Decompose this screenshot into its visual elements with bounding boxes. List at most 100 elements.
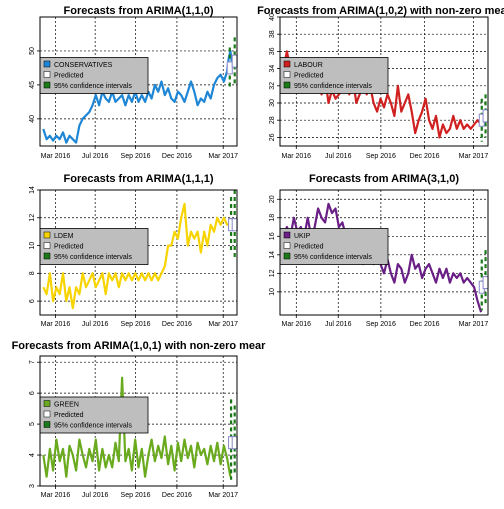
- legend-label: LDEM: [54, 233, 74, 240]
- x-tick-label: Dec 2016: [162, 492, 192, 499]
- legend-swatch: [283, 60, 291, 68]
- predicted-point: [226, 61, 233, 75]
- legend-swatch: [283, 71, 291, 78]
- x-tick-label: Sep 2016: [121, 492, 151, 499]
- legend-label: 95% confidence intervals: [294, 254, 372, 261]
- y-tick-label: 14: [29, 186, 36, 194]
- y-tick-label: 16: [269, 232, 276, 240]
- y-tick-label: 3: [29, 484, 36, 488]
- x-tick-label: Jul 2016: [82, 492, 109, 499]
- legend-swatch: [43, 71, 51, 78]
- legend-swatch: [43, 242, 51, 249]
- legend-label: Predicted: [54, 73, 84, 80]
- x-tick-label: Jul 2016: [325, 153, 352, 160]
- plot-frame: [39, 355, 238, 487]
- legend-box: [279, 228, 389, 265]
- x-tick-label: Mar 2017: [208, 153, 238, 160]
- y-tick-label: 10: [269, 288, 276, 296]
- x-tick-label: Dec 2016: [162, 153, 192, 160]
- x-tick-label: Dec 2016: [410, 321, 440, 328]
- legend-swatch: [283, 252, 291, 260]
- y-tick-label: 12: [29, 214, 36, 222]
- y-tick-label: 34: [269, 65, 276, 73]
- y-tick-label: 18: [269, 214, 276, 222]
- x-tick-label: Sep 2016: [121, 153, 151, 160]
- series-line-ldem: [42, 202, 231, 310]
- x-tick-label: Sep 2016: [121, 321, 151, 328]
- y-tick-label: 20: [269, 195, 276, 203]
- x-tick-label: Mar 2016: [282, 153, 312, 160]
- series-line-green: [42, 376, 232, 478]
- x-tick-label: Mar 2016: [282, 321, 312, 328]
- legend-label: 95% confidence intervals: [54, 83, 132, 90]
- chart-title: Forecasts from ARIMA(1,0,2) with non-zer…: [257, 5, 504, 17]
- y-tick-label: 40: [269, 13, 276, 21]
- x-tick-label: Mar 2017: [459, 153, 489, 160]
- y-tick-label: 30: [269, 99, 276, 107]
- legend-box: [39, 396, 149, 434]
- legend-label: GREEN: [54, 402, 79, 409]
- legend-label: 95% confidence intervals: [54, 423, 132, 430]
- predicted-point: [231, 54, 238, 68]
- y-tick-label: 7: [29, 360, 36, 364]
- legend-swatch: [43, 60, 51, 68]
- y-tick-label: 10: [29, 242, 36, 250]
- chart-green: Forecasts from ARIMA(1,0,1) with non-zer…: [12, 340, 267, 499]
- legend-label: UKIP: [294, 233, 311, 240]
- y-tick-label: 6: [29, 391, 36, 395]
- x-tick-label: Mar 2016: [41, 492, 71, 499]
- y-tick-label: 38: [269, 30, 276, 38]
- legend-label: Predicted: [294, 244, 324, 251]
- y-tick-label: 45: [29, 81, 36, 89]
- y-tick-label: 50: [29, 47, 36, 55]
- y-tick-label: 32: [269, 82, 276, 90]
- legend-label: 95% confidence intervals: [54, 254, 132, 261]
- x-tick-label: Jul 2016: [325, 321, 352, 328]
- series-line-conservatives: [42, 49, 234, 144]
- y-tick-label: 5: [29, 422, 36, 426]
- y-tick-label: 8: [29, 271, 36, 275]
- chart-ldem: Forecasts from ARIMA(1,1,1) LDEM Predicted…: [29, 173, 238, 328]
- x-tick-label: Mar 2016: [41, 153, 71, 160]
- chart-title: Forecasts from ARIMA(1,0,1) with non-zer…: [12, 340, 267, 352]
- y-tick-label: 28: [269, 116, 276, 124]
- plot-frame: [279, 16, 489, 147]
- y-tick-label: 36: [269, 47, 276, 55]
- legend-swatch: [283, 231, 291, 239]
- legend-label: CONSERVATIVES: [54, 62, 113, 69]
- legend-label: Predicted: [54, 412, 84, 419]
- x-tick-label: Dec 2016: [410, 153, 440, 160]
- x-tick-label: Jul 2016: [82, 153, 109, 160]
- chart-conservatives: Forecasts from ARIMA(1,1,0) CONSERVATIVES…: [29, 5, 238, 160]
- series-line-ukip: [282, 202, 483, 313]
- predicted-point: [482, 276, 489, 290]
- x-tick-label: Dec 2016: [162, 321, 192, 328]
- plot-frame: [279, 189, 489, 316]
- legend-swatch: [43, 81, 51, 89]
- plot-frame: [39, 189, 238, 316]
- legend-label: Predicted: [294, 73, 324, 80]
- legend-label: 95% confidence intervals: [294, 83, 372, 90]
- predicted-point: [231, 218, 238, 232]
- y-tick-label: 4: [29, 453, 36, 457]
- x-tick-label: Sep 2016: [366, 321, 396, 328]
- legend-box: [39, 228, 149, 265]
- x-tick-label: Jul 2016: [82, 321, 109, 328]
- legend-box: [279, 57, 389, 94]
- legend-swatch: [43, 400, 51, 407]
- legend-swatch: [43, 410, 51, 418]
- legend-swatch: [43, 252, 51, 260]
- x-tick-label: Mar 2016: [41, 321, 71, 328]
- legend-swatch: [283, 242, 291, 249]
- legend-label: Predicted: [54, 244, 84, 251]
- x-tick-label: Sep 2016: [366, 153, 396, 160]
- x-tick-label: Mar 2017: [459, 321, 489, 328]
- chart-ukip: Forecasts from ARIMA(3,1,0) UKIP Predicted…: [269, 173, 489, 328]
- y-tick-label: 14: [269, 251, 276, 259]
- chart-labour: Forecasts from ARIMA(1,0,2) with non-zer…: [257, 5, 504, 160]
- y-tick-label: 6: [29, 299, 36, 303]
- predicted-point: [231, 436, 238, 450]
- y-tick-label: 12: [269, 269, 276, 277]
